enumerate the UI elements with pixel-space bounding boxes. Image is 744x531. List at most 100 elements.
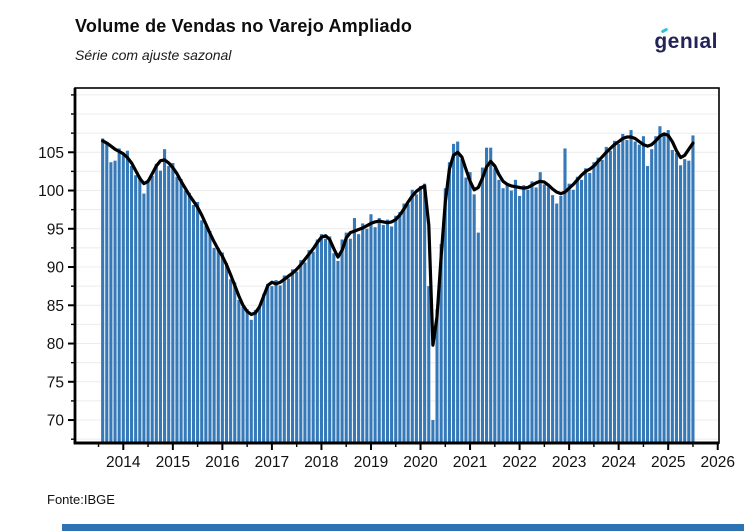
bar (175, 176, 179, 443)
bar (646, 166, 650, 443)
bar (674, 153, 679, 443)
bar (546, 186, 551, 444)
bar (522, 185, 526, 443)
bar (600, 159, 604, 444)
bar (324, 238, 328, 443)
bar (154, 163, 158, 443)
bar (464, 177, 468, 444)
bar (183, 190, 187, 443)
bar (563, 148, 567, 443)
bar (641, 136, 645, 443)
bar (138, 176, 142, 443)
bar (530, 181, 534, 443)
bar (476, 232, 480, 443)
y-axis-label: 80 (47, 336, 65, 353)
bar (489, 147, 493, 443)
bar (167, 166, 171, 443)
bar (340, 239, 344, 443)
bar (435, 309, 439, 443)
bar (526, 189, 530, 443)
bar (612, 140, 617, 443)
x-axis-label: 2023 (552, 454, 586, 471)
bar (208, 231, 212, 443)
bar (447, 162, 451, 443)
bar (105, 143, 109, 443)
bar (604, 146, 608, 444)
bar (451, 143, 456, 443)
bar (117, 148, 121, 443)
bar (617, 143, 621, 443)
y-axis-label: 70 (47, 413, 65, 430)
bar (472, 194, 476, 443)
bar (134, 175, 138, 443)
bar (381, 224, 385, 443)
bar (179, 179, 183, 443)
footer-accent-bar (62, 524, 744, 531)
bar (315, 239, 319, 443)
bar (501, 188, 505, 443)
bar (650, 149, 654, 443)
bar (555, 203, 559, 443)
bar (654, 136, 658, 443)
bar (592, 162, 596, 443)
bar (171, 162, 175, 443)
x-axis-label: 2025 (651, 454, 685, 471)
bar (241, 306, 245, 443)
bar (125, 150, 129, 444)
bar (468, 172, 472, 443)
bar (336, 260, 340, 443)
bar (282, 275, 286, 443)
bar (571, 189, 575, 443)
bar (414, 194, 418, 443)
bar (142, 193, 146, 443)
bar (431, 420, 435, 443)
bar (579, 179, 584, 443)
bar (666, 130, 670, 443)
bar (518, 195, 522, 443)
bar (559, 195, 563, 443)
bar (253, 309, 257, 443)
bar (278, 285, 282, 443)
bar (443, 188, 447, 443)
x-axis-label: 2016 (205, 454, 239, 471)
source-note: Fonte:IBGE (47, 492, 115, 507)
bar (398, 211, 402, 443)
bar (596, 157, 600, 443)
logo-text: genıal (654, 30, 718, 53)
bar (534, 187, 538, 443)
bar (427, 286, 431, 443)
x-axis-label: 2018 (304, 454, 338, 471)
bar (542, 184, 546, 443)
bar (485, 147, 489, 443)
chart-title: Volume de Vendas no Varejo Ampliado (75, 16, 413, 36)
bar (497, 179, 501, 443)
x-axis-label: 2021 (453, 454, 487, 471)
bar (290, 269, 295, 443)
bar (575, 176, 579, 443)
bar (385, 219, 390, 443)
bar (439, 244, 443, 443)
bar (493, 168, 497, 443)
bar (551, 195, 555, 443)
x-axis-label: 2024 (601, 454, 636, 471)
bar (480, 167, 484, 443)
bar (266, 283, 270, 443)
bar (505, 182, 509, 443)
bar (150, 175, 154, 443)
y-axis-label: 95 (47, 221, 64, 238)
y-axis-label: 75 (47, 374, 64, 391)
bar (121, 155, 125, 444)
bar (418, 185, 423, 443)
bar (365, 228, 369, 443)
bar (588, 172, 592, 444)
bar (295, 271, 299, 443)
bar (584, 168, 588, 443)
genial-logo: genıal (654, 27, 718, 54)
y-axis-label: 105 (38, 145, 64, 162)
bar (303, 262, 307, 443)
bar (513, 179, 518, 443)
bar (670, 149, 674, 443)
bar (608, 150, 612, 444)
bar (344, 232, 348, 443)
